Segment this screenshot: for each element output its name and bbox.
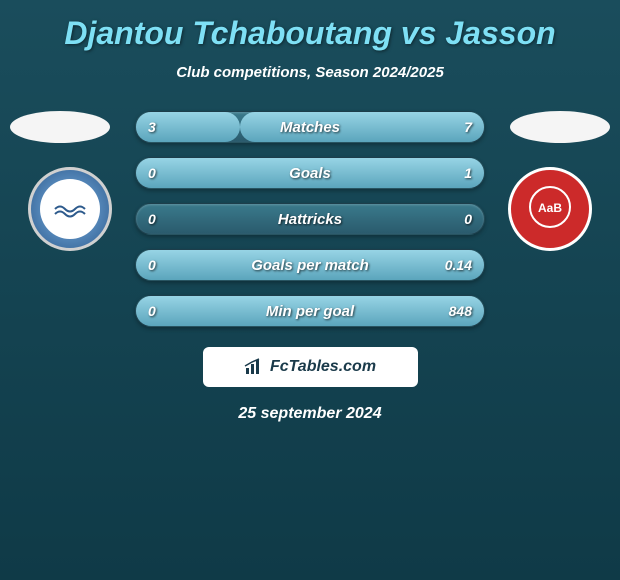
stat-val-left: 0 (148, 211, 156, 227)
player-avatar-right (510, 111, 610, 143)
aab-icon: AaB (525, 182, 575, 232)
comparison-title: Djantou Tchaboutang vs Jasson (0, 0, 620, 52)
stat-bar-hattricks: 0 Hattricks 0 (135, 203, 485, 235)
stat-val-right: 0.14 (445, 257, 472, 273)
club-logo-left-inner (40, 179, 100, 239)
content-area: AaB 3 Matches 7 0 Goals 1 0 Hattricks 0 … (0, 111, 620, 423)
footer-brand-text: FcTables.com (270, 358, 376, 376)
stat-fill-right (240, 112, 484, 142)
stat-bar-goals: 0 Goals 1 (135, 157, 485, 189)
stat-label: Hattricks (278, 211, 342, 228)
date-text: 25 september 2024 (0, 405, 620, 423)
stat-bar-goals-per-match: 0 Goals per match 0.14 (135, 249, 485, 281)
stat-bar-matches: 3 Matches 7 (135, 111, 485, 143)
club-logo-left (28, 167, 112, 251)
stat-label: Matches (280, 119, 340, 136)
stat-val-left: 0 (148, 303, 156, 319)
player-avatar-left (10, 111, 110, 143)
club-logo-right-inner: AaB (525, 182, 575, 237)
stat-label: Goals (289, 165, 331, 182)
stat-val-left: 0 (148, 257, 156, 273)
stat-val-right: 848 (449, 303, 472, 319)
stat-val-right: 1 (464, 165, 472, 181)
stat-val-left: 3 (148, 119, 156, 135)
club-logo-right: AaB (508, 167, 592, 251)
sonderjyske-icon (50, 189, 90, 229)
stat-bar-min-per-goal: 0 Min per goal 848 (135, 295, 485, 327)
stat-val-right: 7 (464, 119, 472, 135)
stats-list: 3 Matches 7 0 Goals 1 0 Hattricks 0 0 Go… (135, 111, 485, 327)
comparison-subtitle: Club competitions, Season 2024/2025 (0, 64, 620, 81)
stat-val-left: 0 (148, 165, 156, 181)
footer-brand-badge: FcTables.com (203, 347, 418, 387)
stat-label: Min per goal (266, 303, 354, 320)
stat-label: Goals per match (251, 257, 369, 274)
stat-val-right: 0 (464, 211, 472, 227)
bar-chart-icon (244, 358, 264, 376)
svg-text:AaB: AaB (538, 201, 562, 215)
